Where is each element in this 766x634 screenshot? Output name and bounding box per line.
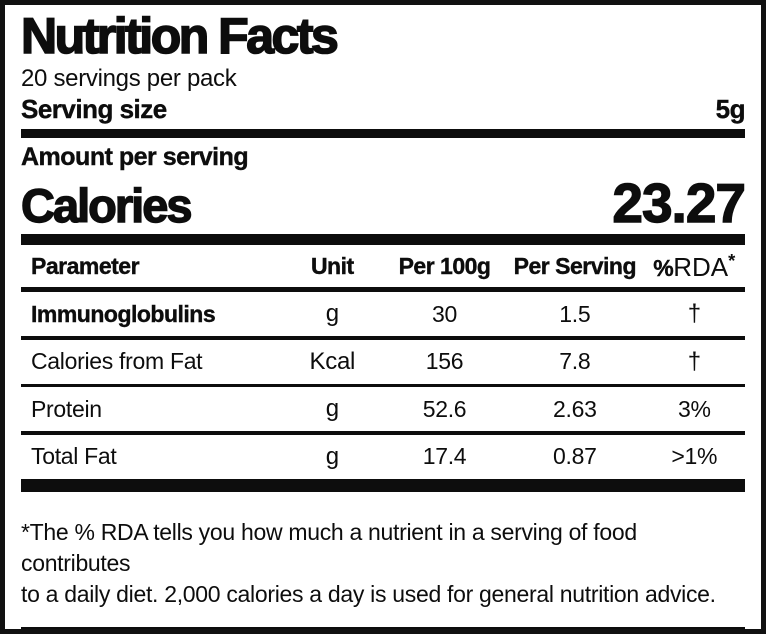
- table-row-immunoglobulins: Immunoglobulins g 30 1.5 †: [21, 292, 745, 336]
- header-rda: %RDA*: [644, 250, 745, 283]
- header-per-100g: Per 100g: [398, 252, 491, 279]
- row-parameter: Protein: [31, 395, 102, 422]
- divider-thin-note: [21, 626, 745, 629]
- row-rda: >1%: [671, 443, 718, 469]
- row-per-serving: 7.8: [559, 348, 591, 374]
- row-parameter: Total Fat: [31, 443, 117, 469]
- divider-thick-bottom: [21, 478, 745, 492]
- calories-value: 23.27: [612, 171, 747, 234]
- serving-size-label: Serving size: [21, 94, 168, 124]
- divider-thick-top: [21, 129, 745, 138]
- row-parameter: Immunoglobulins: [31, 300, 216, 327]
- calories-label: Calories: [20, 178, 193, 232]
- row-rda: 3%: [677, 395, 711, 422]
- divider-thick-calories: [21, 234, 745, 245]
- table-header-row: Parameter Unit Per 100g Per Serving %RDA…: [21, 245, 745, 287]
- calories-row: Calories 23.27: [20, 171, 746, 234]
- table-row-protein: Protein g 52.6 2.63 3%: [21, 387, 745, 431]
- serving-size-row: Serving size 5g: [21, 94, 746, 124]
- rda-footnote-line1: *The % RDA tells you how much a nutrient…: [21, 518, 637, 576]
- table-row-total-fat: Total Fat g 17.4 0.87 >1%: [21, 435, 745, 479]
- servings-per-pack: 20 servings per pack: [21, 65, 237, 92]
- row-per-serving: 2.63: [553, 395, 597, 422]
- row-per-100g: 156: [425, 348, 464, 374]
- header-rda-text: RDA: [673, 251, 729, 282]
- row-per-serving: 1.5: [559, 300, 591, 327]
- header-rda-percent: %: [653, 254, 674, 281]
- row-unit: Kcal: [309, 347, 356, 375]
- row-rda: †: [687, 347, 701, 375]
- row-per-100g: 17.4: [422, 443, 467, 469]
- row-per-serving: 0.87: [553, 443, 597, 469]
- header-per-serving: Per Serving: [513, 252, 636, 279]
- label-title: Nutrition Facts: [20, 7, 339, 65]
- divider-header: [21, 287, 745, 292]
- rda-footnote: *The % RDA tells you how much a nutrient…: [21, 517, 745, 610]
- row-per-100g: 30: [432, 300, 458, 327]
- header-rda-asterisk: *: [728, 249, 736, 271]
- divider-row-1: [21, 336, 745, 340]
- rda-footnote-line2: to a daily diet. 2,000 calories a day is…: [21, 580, 716, 607]
- row-rda: †: [687, 300, 701, 327]
- row-per-100g: 52.6: [422, 395, 467, 422]
- header-parameter: Parameter: [31, 252, 140, 279]
- row-parameter: Calories from Fat: [31, 348, 203, 374]
- amount-per-serving-label: Amount per serving: [21, 143, 249, 171]
- row-unit: g: [325, 395, 339, 422]
- row-unit: g: [325, 442, 339, 470]
- row-unit: g: [325, 300, 339, 327]
- divider-row-3: [21, 431, 745, 435]
- header-unit: Unit: [310, 252, 355, 279]
- serving-size-value: 5g: [715, 94, 745, 124]
- table-row-calories-from-fat: Calories from Fat Kcal 156 7.8 †: [21, 340, 745, 384]
- divider-row-2: [21, 383, 745, 387]
